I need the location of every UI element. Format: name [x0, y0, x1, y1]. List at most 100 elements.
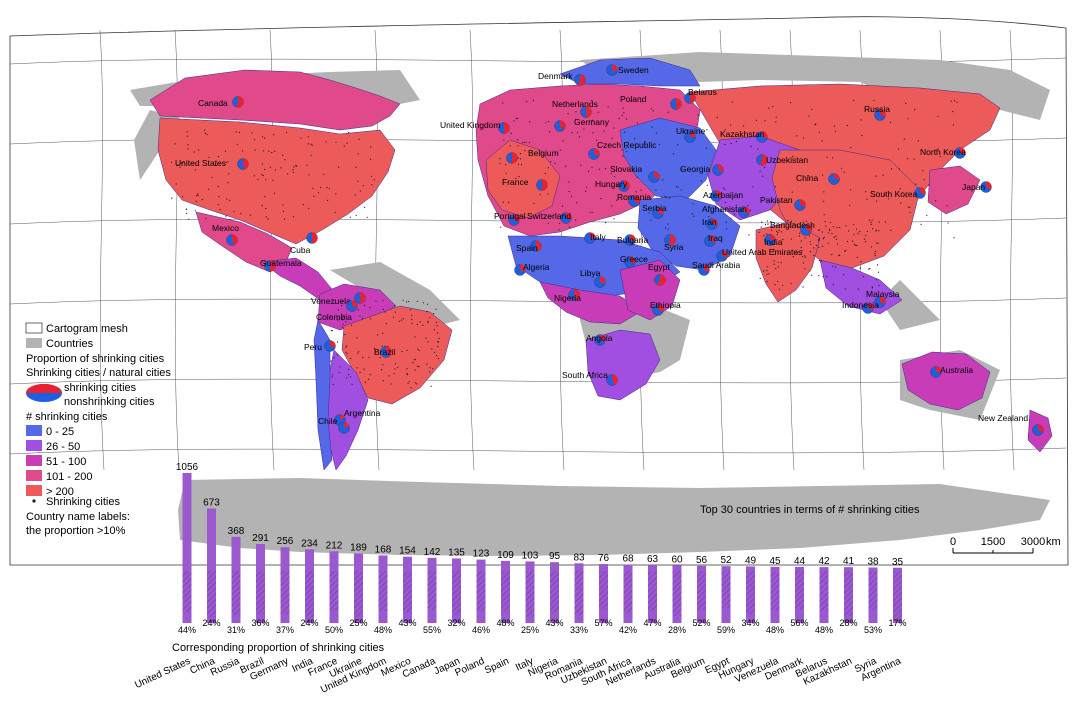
- shrinking-city-point: [364, 206, 366, 208]
- shrinking-city-point: [432, 313, 435, 315]
- country-label: Azerbaijan: [703, 190, 743, 200]
- proportion-bar: [305, 617, 314, 623]
- shrinking-city-point: [804, 268, 806, 270]
- shrinking-city-point: [664, 196, 666, 198]
- shrinking-city-point: [616, 199, 618, 201]
- shrinking-city-point: [280, 167, 282, 169]
- shrinking-city-point: [853, 243, 856, 245]
- shrinking-city-point: [265, 207, 267, 210]
- country-label: Syria: [664, 242, 684, 252]
- shrinking-city-point: [676, 186, 678, 188]
- shrinking-city-point: [928, 184, 930, 186]
- shrinking-city-point: [915, 183, 917, 185]
- legend-note-line2: the proportion >10%: [26, 525, 126, 537]
- shrinking-city-point: [591, 211, 593, 214]
- shrinking-city-point: [186, 131, 188, 133]
- shrinking-city-point: [435, 355, 438, 357]
- pie-marker: [874, 109, 886, 121]
- shrinking-city-point: [834, 266, 837, 268]
- shrinking-city-point: [416, 300, 418, 302]
- shrinking-city-point: [636, 176, 638, 178]
- proportion-bar-total: [280, 571, 290, 623]
- shrinking-city-point: [735, 141, 738, 143]
- shrinking-city-point: [600, 198, 602, 200]
- shrinking-city-point: [253, 175, 255, 177]
- count-bar: [378, 555, 388, 571]
- shrinking-city-point: [897, 148, 900, 150]
- shrinking-city-point: [408, 300, 410, 303]
- shrinking-city-point: [515, 118, 517, 120]
- shrinking-city-point: [402, 299, 404, 301]
- chart-title: Top 30 countries in terms of # shrinking…: [700, 504, 920, 516]
- proportion-bar: [844, 616, 853, 623]
- region-north-america-north: [149, 69, 401, 131]
- shrinking-city-point: [585, 186, 588, 188]
- shrinking-city-point: [359, 190, 361, 192]
- proportion-label: 24%: [300, 618, 318, 628]
- shrinking-city-point: [382, 308, 384, 310]
- shrinking-city-point: [789, 226, 792, 228]
- shrinking-city-point: [866, 198, 868, 200]
- shrinking-city-point: [953, 237, 955, 239]
- shrinking-city-point: [225, 161, 227, 163]
- shrinking-city-point: [271, 152, 273, 154]
- shrinking-city-point: [186, 212, 188, 214]
- shrinking-city-point: [407, 374, 409, 376]
- shrinking-city-point: [821, 245, 824, 247]
- shrinking-city-point: [310, 143, 312, 145]
- shrinking-city-point: [813, 247, 815, 249]
- shrinking-city-point: [394, 363, 397, 365]
- country-label: Switzerland: [527, 211, 571, 221]
- country-label: Germany: [574, 117, 610, 127]
- shrinking-city-point: [625, 118, 628, 120]
- shrinking-city-point: [850, 147, 852, 149]
- shrinking-city-point: [774, 186, 776, 188]
- shrinking-city-point: [677, 186, 679, 188]
- shrinking-city-point: [773, 263, 775, 265]
- legend-class-label: > 200: [46, 486, 74, 498]
- count-bar: [648, 565, 657, 571]
- shrinking-city-point: [871, 286, 873, 288]
- shrinking-city-point: [875, 279, 877, 281]
- shrinking-city-point: [636, 122, 639, 124]
- proportion-bar-total: [697, 571, 706, 623]
- country-label: United Arab Emirates: [722, 247, 802, 257]
- pie-marker: [930, 366, 942, 378]
- shrinking-city-point: [264, 137, 266, 139]
- count-bar: [182, 473, 192, 571]
- shrinking-city-point: [358, 138, 360, 140]
- count-bar: [844, 567, 853, 571]
- shrinking-city-point: [516, 117, 519, 119]
- shrinking-city-point: [201, 199, 203, 201]
- chart-xlabel: Corresponding proportion of shrinking ci…: [172, 642, 385, 654]
- shrinking-city-point: [282, 154, 284, 156]
- shrinking-city-point: [187, 144, 189, 146]
- shrinking-city-point: [781, 231, 783, 233]
- shrinking-city-point: [354, 194, 356, 196]
- shrinking-city-point: [382, 300, 384, 302]
- shrinking-city-point: [939, 155, 942, 158]
- shrinking-city-point: [777, 266, 780, 268]
- pie-marker: [704, 235, 716, 247]
- pie-marker: [237, 158, 249, 170]
- proportion-bar: [574, 614, 584, 623]
- proportion-bar-total: [378, 571, 388, 623]
- pie-marker: [264, 260, 276, 272]
- shrinking-city-point: [437, 341, 439, 343]
- shrinking-city-point: [655, 189, 657, 191]
- legend-pie-shrinking-label: shrinking cities: [64, 382, 137, 394]
- shrinking-city-point: [907, 158, 909, 160]
- shrinking-city-point: [831, 232, 833, 235]
- shrinking-city-point: [820, 260, 823, 262]
- count-label: 63: [647, 554, 659, 565]
- shrinking-city-point: [773, 260, 775, 262]
- pie-marker: [710, 190, 722, 202]
- count-label: 103: [522, 550, 539, 561]
- shrinking-city-point: [870, 246, 873, 248]
- shrinking-city-point: [898, 168, 901, 170]
- pie-marker: [684, 131, 696, 143]
- proportion-bar: [770, 611, 780, 623]
- count-bar: [721, 566, 731, 571]
- country-label: Bangladesh: [770, 220, 815, 230]
- shrinking-city-point: [800, 240, 802, 242]
